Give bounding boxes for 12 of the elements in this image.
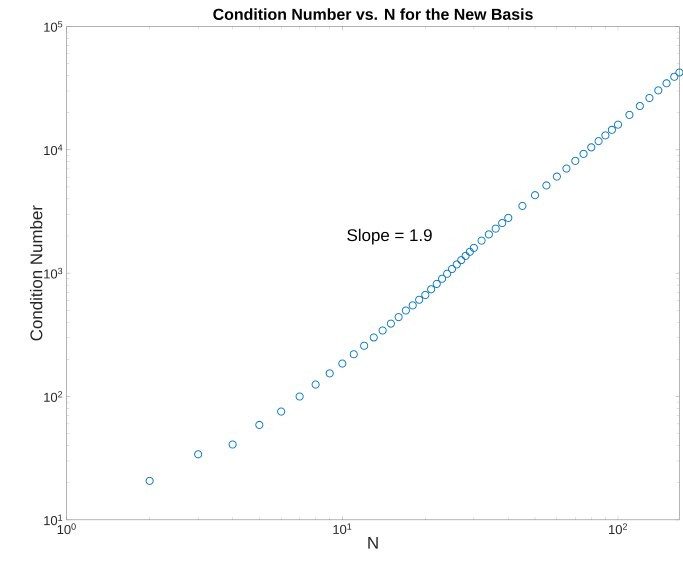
y-tick-label: 10$^{5}$ bbox=[44, 21, 62, 32]
y-axis-title: Condition Number bbox=[30, 205, 42, 340]
x-tick-label: 10$^{2}$ bbox=[609, 523, 628, 534]
annotation: Slope = 1.9 bbox=[347, 228, 432, 245]
y-tick-label: 10$^{3}$ bbox=[44, 268, 62, 279]
x-tick-label: 10$^{0}$ bbox=[58, 523, 76, 534]
y-tick-label: 10$^{4}$ bbox=[44, 144, 62, 156]
x-axis-title: N bbox=[368, 537, 378, 549]
x-tick-label: 10$^{1}$ bbox=[333, 523, 352, 534]
y-tick-label: 10$^{2}$ bbox=[44, 391, 62, 402]
chart-title: Condition Number vs. N for the New Basis bbox=[213, 8, 533, 20]
y-tick-label: 10$^{1}$ bbox=[44, 514, 62, 526]
